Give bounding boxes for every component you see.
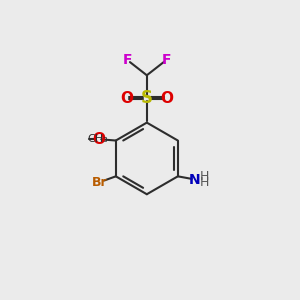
Text: O: O — [92, 132, 105, 147]
Text: F: F — [122, 53, 132, 67]
Text: H: H — [200, 176, 209, 189]
Text: O: O — [160, 91, 174, 106]
Text: O: O — [120, 91, 133, 106]
Text: CH₃: CH₃ — [88, 134, 109, 144]
Text: F: F — [162, 53, 171, 67]
Text: S: S — [141, 89, 153, 107]
Text: Br: Br — [92, 176, 107, 189]
Text: H: H — [200, 170, 209, 183]
Text: N: N — [189, 173, 200, 187]
